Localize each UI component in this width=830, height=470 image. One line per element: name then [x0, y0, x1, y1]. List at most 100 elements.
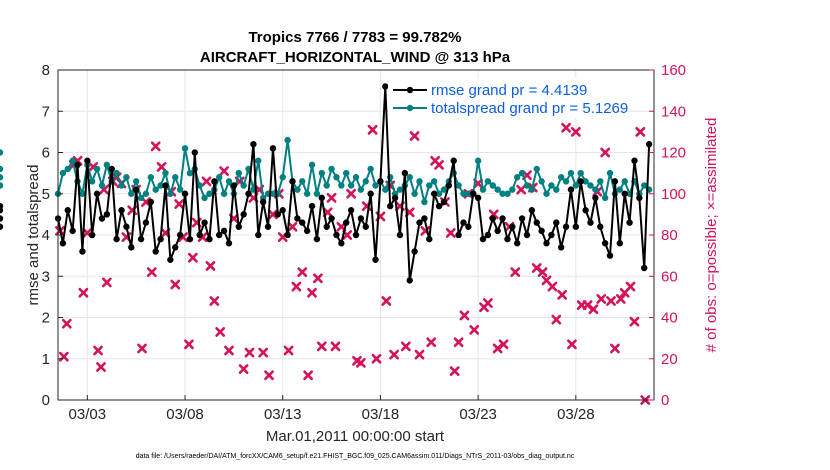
- totalspread-point: [299, 178, 306, 185]
- obs-cross-center: [392, 352, 397, 357]
- obs-assimilated-point: [434, 159, 444, 170]
- legend: rmse grand pr = 4.4139 totalspread grand…: [388, 78, 628, 118]
- x-axis-label: Mar.01,2011 00:00:00 start: [266, 428, 445, 445]
- totalspread-point: [269, 190, 277, 197]
- obs-cross-center: [280, 235, 285, 239]
- obs-assimilated-point: [381, 296, 392, 306]
- obs-cross-center: [349, 191, 354, 196]
- obs-cross-center: [75, 158, 80, 163]
- totalspread-point: [123, 174, 130, 181]
- rmse-point: [245, 190, 252, 197]
- totalspread-point: [514, 174, 521, 181]
- rmse-point: [391, 194, 399, 202]
- totalspread-point: [196, 182, 203, 189]
- obs-cross-center: [603, 150, 608, 155]
- y-axis-left-label: rmse and totalspread: [25, 165, 42, 306]
- rmse-point: [357, 215, 365, 222]
- rmse-point: [460, 219, 467, 226]
- obs-assimilated-point: [283, 345, 294, 356]
- obs-cross-center: [329, 195, 334, 200]
- rmse-point: [465, 223, 472, 230]
- totalspread-point: [411, 190, 418, 197]
- y-left-tick-label: 2: [42, 310, 50, 327]
- totalspread-point: [338, 182, 345, 189]
- obs-cross-center: [525, 173, 529, 178]
- rmse-point: [587, 219, 594, 226]
- totalspread-point: [518, 169, 526, 177]
- rmse-point: [313, 235, 321, 243]
- obs-assimilated-point: [426, 337, 437, 348]
- obs-assimilated-point: [409, 131, 420, 141]
- rmse-point: [645, 141, 653, 148]
- y-right-tick-label: 160: [661, 62, 686, 79]
- totalspread-point: [592, 186, 599, 193]
- y-right-tick-label: 80: [661, 227, 678, 244]
- rmse-series: [0, 83, 653, 284]
- obs-assimilated-point: [209, 296, 220, 306]
- obs-cross-center: [339, 224, 344, 229]
- rmse-point: [191, 149, 198, 156]
- totalspread-point: [504, 190, 511, 197]
- chart-title: Tropics 7766 / 7783 = 99.782%: [248, 29, 461, 46]
- rmse-point: [557, 244, 565, 251]
- totalspread-point: [220, 190, 228, 197]
- obs-assimilated-point: [326, 192, 337, 203]
- rmse-point: [299, 219, 306, 226]
- obs-cross-center: [212, 299, 217, 303]
- rmse-point: [225, 240, 233, 247]
- obs-assimilated-point: [567, 339, 577, 350]
- obs-cross-center: [177, 202, 182, 206]
- totalspread-point: [572, 182, 580, 189]
- obs-cross-center: [452, 369, 457, 374]
- obs-assimilated-point: [268, 209, 278, 220]
- obs-assimilated-point: [570, 126, 581, 137]
- y-axis-right-label: # of obs: o=possible; ×=assimilated: [703, 118, 720, 353]
- totalspread-point: [367, 165, 374, 173]
- totalspread-point: [597, 178, 604, 185]
- obs-cross-center: [208, 264, 213, 268]
- rmse-point: [553, 219, 560, 226]
- rmse-point: [479, 235, 487, 243]
- rmse-point: [323, 223, 330, 230]
- rmse-point: [499, 215, 506, 222]
- rmse-point: [84, 157, 91, 164]
- rmse-point: [88, 231, 96, 239]
- rmse-point: [611, 178, 619, 185]
- totalspread-point: [582, 178, 589, 185]
- obs-cross-center: [227, 348, 231, 353]
- obs-assimilated-point: [469, 324, 480, 335]
- y-right-tick-label: 20: [661, 351, 678, 368]
- obs-cross-center: [472, 327, 477, 332]
- rmse-point: [172, 244, 179, 251]
- obs-cross-center: [300, 270, 305, 275]
- rmse-point: [445, 182, 453, 189]
- y-right-tick-label: 140: [661, 103, 686, 120]
- totalspread-point: [577, 169, 584, 177]
- rmse-point: [504, 235, 511, 243]
- y-left-tick-label: 7: [42, 103, 50, 120]
- obs-cross-center: [194, 220, 199, 225]
- totalspread-point: [240, 182, 247, 189]
- rmse-point: [235, 223, 242, 230]
- totalspread-point: [113, 169, 120, 177]
- obs-assimilated-point: [635, 126, 646, 137]
- obs-assimilated-point: [156, 162, 167, 172]
- obs-cross-center: [251, 195, 256, 200]
- obs-cross-center: [290, 224, 295, 229]
- totalspread-point: [465, 190, 472, 197]
- rmse-point: [347, 207, 355, 214]
- totalspread-point: [543, 190, 550, 197]
- totalspread-point: [343, 169, 350, 177]
- obs-assimilated-point: [101, 277, 112, 288]
- obs-cross-center: [513, 270, 518, 275]
- obs-cross-center: [163, 231, 168, 235]
- obs-assimilated-point: [219, 166, 229, 176]
- obs-cross-center: [204, 179, 209, 184]
- data-file-footer: data file: /Users/raeder/DAI/ATM_forcXX/…: [136, 453, 575, 460]
- rmse-point: [264, 223, 272, 230]
- obs-assimilated-point: [170, 279, 181, 290]
- rmse-point: [294, 215, 301, 222]
- rmse-point: [509, 223, 516, 230]
- totalspread-point: [538, 178, 545, 185]
